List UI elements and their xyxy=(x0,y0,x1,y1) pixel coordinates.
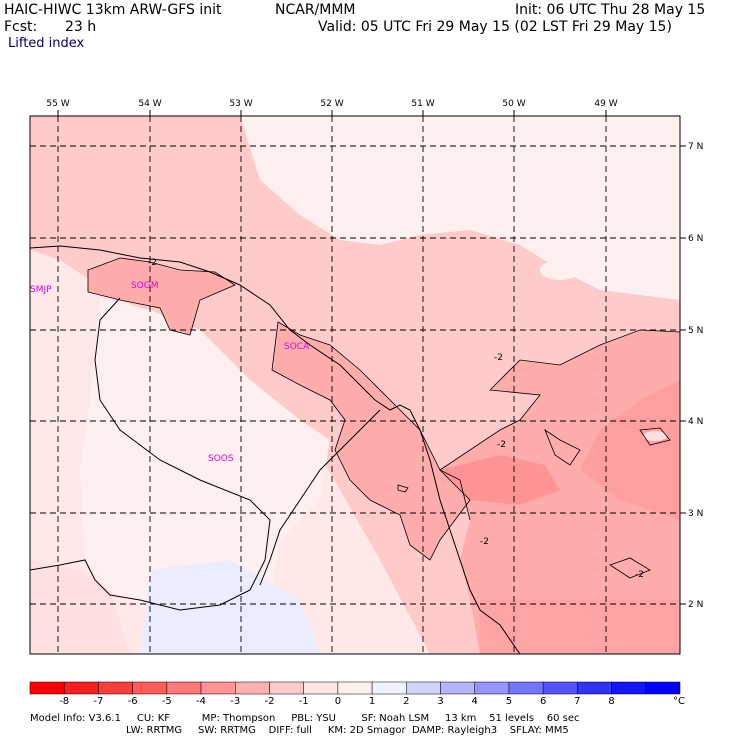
forecast-hours: 23 h xyxy=(65,19,97,35)
lat-label-5n: 5 N xyxy=(688,326,703,336)
colorbar-tick-label: 6 xyxy=(539,696,547,707)
contour-coast xyxy=(271,321,471,561)
contour-label-3: -2 xyxy=(497,440,506,450)
shade-bubble-4 xyxy=(643,431,667,441)
contour-se-closed xyxy=(609,557,651,579)
model-info-line2: LW: RRTMG SW: RRTMG DIFF: full KM: 2D Sm… xyxy=(126,725,569,736)
colorbar-tick-label: -7 xyxy=(93,696,104,707)
station-sogm: SOGM xyxy=(131,281,159,291)
colorbar-tick-label: 5 xyxy=(505,696,513,707)
border-suriname-guiana xyxy=(30,297,271,611)
colorbar-tick-label: 3 xyxy=(437,696,444,707)
station-soos: SOOS xyxy=(208,454,234,464)
colorbar-tick-label: 1 xyxy=(368,696,376,707)
lat-label-4n: 4 N xyxy=(688,417,703,427)
station-smjp: SMJP xyxy=(30,285,52,295)
lon-label-55w: 55 W xyxy=(46,99,69,109)
colorbar-unit: °C xyxy=(673,696,685,707)
colorbar-swatch xyxy=(337,681,373,695)
lat-label-3n: 3 N xyxy=(688,509,703,519)
colorbar-swatch xyxy=(371,681,407,695)
lat-label-6n: 6 N xyxy=(688,234,703,244)
colorbar-tick-label: 2 xyxy=(403,696,410,707)
shaded-field xyxy=(30,116,680,654)
contour-label-4: -2 xyxy=(480,537,489,547)
contour-small xyxy=(397,484,409,493)
contour-east-hole xyxy=(544,428,581,466)
colorbar-swatch xyxy=(440,681,475,695)
colorbar-swatch xyxy=(98,681,133,695)
colorbar-swatch xyxy=(611,681,647,695)
colorbar-swatch xyxy=(200,681,236,695)
colorbar-swatch xyxy=(166,681,202,695)
colorbar-swatch xyxy=(63,681,99,695)
shade-minus3-east xyxy=(580,380,680,520)
shade-minus3-se xyxy=(480,600,680,654)
lon-label-53w: 53 W xyxy=(229,99,252,109)
lon-label-50w: 50 W xyxy=(502,99,525,109)
field-name: Lifted index xyxy=(8,36,85,51)
colorbar-tick-label: -2 xyxy=(264,696,275,707)
init-time: Init: 06 UTC Thu 28 May 15 xyxy=(515,2,706,18)
graticule xyxy=(30,116,680,654)
colorbar-tick-label: -5 xyxy=(161,696,172,707)
model-title: HAIC-HIWC 13km ARW-GFS init xyxy=(4,2,222,18)
shade-lightest-ne xyxy=(240,116,680,300)
shade-positive xyxy=(140,560,320,654)
contour-east-west xyxy=(439,389,541,521)
colorbar-swatch xyxy=(269,681,304,695)
lon-label-52w: 52 W xyxy=(320,99,343,109)
colorbar-swatch xyxy=(406,681,441,695)
contour-east-north xyxy=(489,329,680,391)
shade-minus2-sogm xyxy=(88,258,235,335)
colorbar-tick-label: -8 xyxy=(59,696,70,707)
colorbar-tick-label: 0 xyxy=(334,696,342,707)
forecast-label: Fcst: xyxy=(4,19,38,35)
colorbar-swatch xyxy=(235,681,270,695)
colorbar-swatch xyxy=(303,681,339,695)
border-guiana-brazil xyxy=(259,409,381,586)
colorbar-tick-label: 4 xyxy=(471,696,478,707)
org-label: NCAR/MMM xyxy=(275,2,356,18)
lat-label-7n: 7 N xyxy=(688,142,703,152)
colorbar-tick-label: -6 xyxy=(127,696,138,707)
shade-minus2-coast xyxy=(272,322,470,560)
colorbar-swatch xyxy=(542,681,578,695)
colorbar-swatch xyxy=(577,681,612,695)
colorbar-tick-label: -1 xyxy=(298,696,309,707)
contour-label-2: -2 xyxy=(494,353,503,363)
colorbar-tick-label: -3 xyxy=(230,696,241,707)
valid-time: Valid: 05 UTC Fri 29 May 15 (02 LST Fri … xyxy=(318,19,672,35)
shade-minus2-east xyxy=(440,330,680,654)
lon-label-51w: 51 W xyxy=(411,99,434,109)
colorbar-tick-label: 7 xyxy=(574,696,581,707)
shade-bubble-3 xyxy=(600,138,650,162)
colorbar-swatch xyxy=(645,681,681,695)
shade-bubble-1 xyxy=(220,393,250,417)
shade-minus1-nw xyxy=(30,116,260,250)
colorbar-tick-label: 8 xyxy=(608,696,615,707)
lon-label-54w: 54 W xyxy=(138,99,161,109)
model-info-line1: Model Info: V3.6.1 CU: KF MP: Thompson P… xyxy=(30,713,580,724)
shade-sw xyxy=(30,560,130,654)
colorbar-swatch xyxy=(474,681,510,695)
station-soca: SOCA xyxy=(284,342,310,352)
coastline xyxy=(30,245,521,654)
shade-bubble-2 xyxy=(540,260,580,280)
contour-label-1: -2 xyxy=(148,258,157,268)
colorbar-swatch xyxy=(132,681,168,695)
colorbar-swatch xyxy=(29,681,65,695)
axis-ticks xyxy=(57,110,686,605)
colorbar-swatch xyxy=(508,681,544,695)
coastlines xyxy=(30,245,521,654)
colorbar-tick-label: -4 xyxy=(196,696,207,707)
lon-label-49w: 49 W xyxy=(594,99,617,109)
contour-east-closed xyxy=(639,427,671,446)
lat-label-2n: 2 N xyxy=(688,600,703,610)
shade-minus3-patch xyxy=(440,455,560,505)
contour-label-5: -2 xyxy=(635,570,644,580)
colorbar xyxy=(29,681,681,695)
map-frame xyxy=(29,115,681,655)
